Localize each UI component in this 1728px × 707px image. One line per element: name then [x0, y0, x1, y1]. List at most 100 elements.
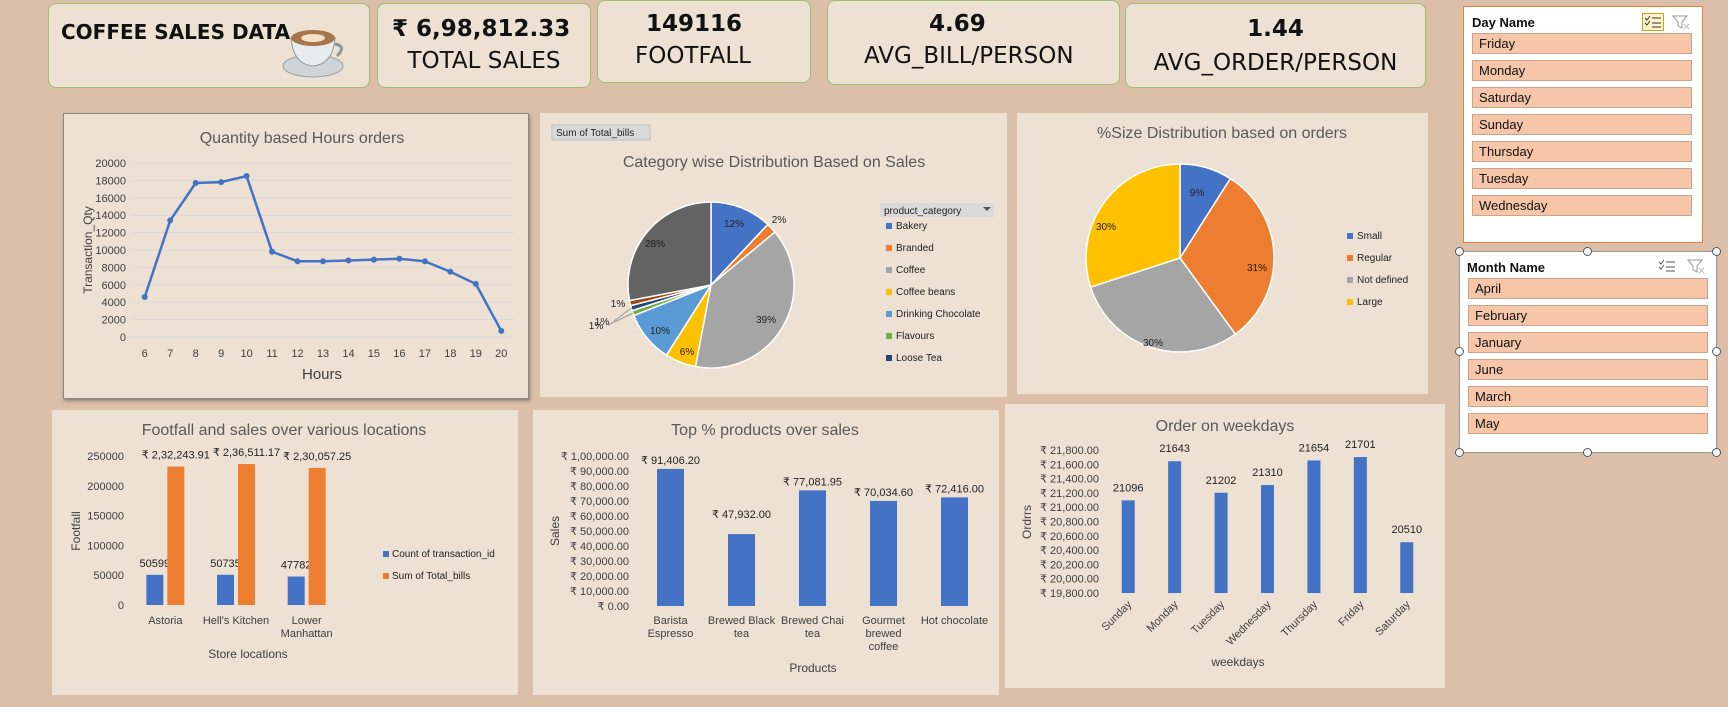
y-tick-label: ₹ 40,000.00 [570, 541, 629, 553]
y-tick-label: ₹ 10,000.00 [570, 586, 629, 598]
day-item-thursday[interactable]: Thursday [1472, 141, 1692, 162]
month-item-february[interactable]: February [1468, 305, 1708, 326]
resize-handle[interactable] [1712, 247, 1721, 256]
month-name-slicer[interactable]: Month Name April February January June March… [1459, 251, 1717, 453]
total-sales-value: ₹ 6,98,812.33 [392, 16, 571, 42]
clear-filter-icon[interactable] [1671, 13, 1691, 31]
data-label: 1% [595, 317, 610, 328]
resize-handle[interactable] [1455, 448, 1464, 457]
bar [1307, 460, 1321, 593]
data-point [141, 293, 148, 300]
data-label: 1% [611, 299, 626, 310]
data-point [345, 257, 352, 264]
resize-handle[interactable] [1455, 347, 1464, 356]
avg-bill-value: 4.69 [929, 11, 986, 37]
dashboard-title: COFFEE SALES DATA [61, 20, 291, 44]
y-tick-label: ₹ 21,800.00 [1040, 445, 1099, 457]
month-item-may[interactable]: May [1468, 413, 1708, 434]
legend-swatch [886, 311, 892, 317]
footfall-label: FOOTFALL [635, 43, 751, 69]
resize-handle[interactable] [1712, 347, 1721, 356]
clear-filter-icon[interactable] [1686, 257, 1706, 275]
data-label: ₹ 72,416.00 [925, 483, 984, 495]
day-slicer-title: Day Name [1472, 15, 1535, 30]
data-point [421, 258, 428, 265]
legend-item: Not defined [1357, 275, 1408, 286]
data-point [320, 258, 326, 265]
x-tick-label: Wednesday [1224, 598, 1274, 648]
data-label: 50735 [210, 558, 241, 570]
x-tick-label: Gourmet brewed coffee [862, 615, 905, 653]
legend-item: Sum of Total_bills [392, 571, 470, 582]
x-tick-label: Friday [1336, 598, 1366, 628]
x-tick-label: 12 [291, 348, 303, 360]
data-point [370, 256, 377, 263]
y-axis-title: Sales [548, 516, 562, 546]
x-tick-label: 17 [419, 348, 431, 360]
data-label: 21096 [1113, 482, 1144, 494]
weekdays-chart-panel: Order on weekdays ₹ 19,800.00 ₹ 20,000.00 ₹… [1005, 404, 1445, 688]
legend-title-bg [880, 203, 994, 217]
category-chart-panel: Sum of Total_bills Category wise Distribu… [540, 113, 1007, 397]
y-tick-label: ₹ 1,00,000.00 [561, 451, 629, 463]
x-tick-label: Thursday [1279, 598, 1320, 639]
chart-title: Category wise Distribution Based on Sale… [623, 154, 925, 171]
day-item-saturday[interactable]: Saturday [1472, 87, 1692, 108]
y-tick-label: ₹ 21,200.00 [1040, 488, 1099, 500]
bar [287, 576, 305, 605]
bar [1121, 500, 1135, 593]
legend-swatch [1347, 233, 1353, 239]
y-tick-label: ₹ 90,000.00 [570, 466, 629, 478]
y-tick-label: ₹ 21,400.00 [1040, 474, 1099, 486]
y-tick-label: 2000 [102, 315, 126, 327]
leader-line [607, 312, 634, 326]
bar [238, 464, 255, 605]
data-label: 6% [680, 347, 695, 358]
legend-item: Large [1357, 297, 1383, 308]
resize-handle[interactable] [1712, 448, 1721, 457]
products-bar-chart: Top % products over sales ₹ 0.00 ₹ 10,000.… [548, 422, 988, 675]
y-tick-label: ₹ 21,000.00 [1040, 502, 1099, 514]
legend-item: Bakery [896, 221, 927, 232]
day-name-slicer[interactable]: Day Name Friday Monday Saturday Sunday Thurs… [1463, 6, 1703, 243]
month-item-april[interactable]: April [1468, 278, 1708, 299]
y-tick-label: 200000 [87, 481, 124, 493]
data-label: 21654 [1299, 442, 1330, 454]
resize-handle[interactable] [1583, 247, 1592, 256]
data-point [396, 255, 403, 262]
data-label: 31% [1247, 263, 1267, 274]
x-axis-title: weekdays [1210, 655, 1264, 669]
y-tick-label: ₹ 20,000.00 [1040, 574, 1099, 586]
resize-handle[interactable] [1455, 247, 1464, 256]
day-item-friday[interactable]: Friday [1472, 33, 1692, 54]
data-label: 9% [1190, 188, 1205, 199]
x-tick-label: 11 [266, 348, 277, 360]
month-item-march[interactable]: March [1468, 386, 1708, 407]
multi-select-icon[interactable] [1642, 13, 1664, 31]
month-item-june[interactable]: June [1468, 359, 1708, 380]
data-label: 21701 [1345, 439, 1376, 451]
data-point [218, 179, 225, 186]
day-item-tuesday[interactable]: Tuesday [1472, 168, 1692, 189]
x-tick-label: Barista Espresso [648, 615, 694, 640]
resize-handle[interactable] [1583, 448, 1592, 457]
y-tick-label: ₹ 20,000.00 [570, 571, 629, 583]
bar [799, 490, 826, 606]
data-label: 12% [724, 219, 744, 230]
bar [941, 497, 968, 606]
bar [217, 574, 234, 605]
pie-slice [1085, 163, 1181, 288]
y-tick-label: 0 [120, 332, 126, 344]
legend-swatch [886, 355, 892, 361]
day-item-wednesday[interactable]: Wednesday [1472, 195, 1692, 216]
data-label: ₹ 70,034.60 [854, 487, 913, 499]
avg-order-label: AVG_ORDER/PERSON [1153, 50, 1398, 76]
multi-select-icon[interactable] [1656, 257, 1678, 275]
y-tick-label: 20000 [95, 158, 126, 170]
x-tick-label: 20 [495, 348, 507, 360]
month-item-january[interactable]: January [1468, 332, 1708, 353]
x-tick-label: 14 [342, 348, 354, 360]
bar [1214, 492, 1228, 593]
day-item-monday[interactable]: Monday [1472, 60, 1692, 81]
day-item-sunday[interactable]: Sunday [1472, 114, 1692, 135]
